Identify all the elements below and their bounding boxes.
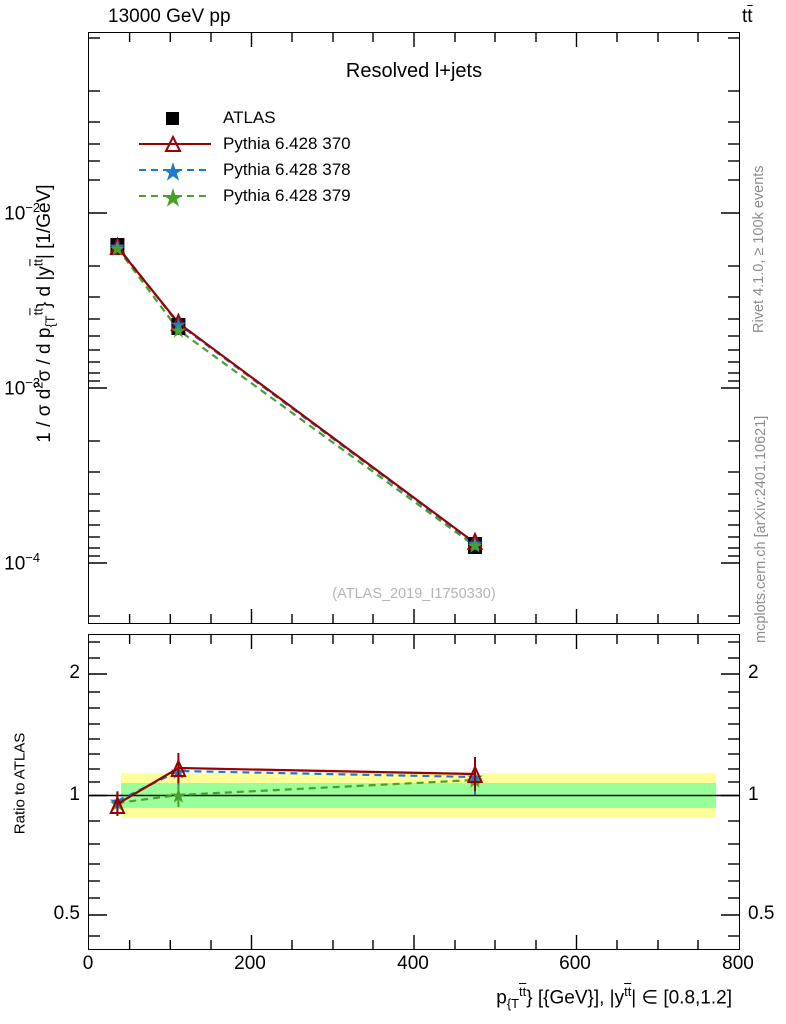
x-tick-label: 600 [559, 953, 591, 974]
x-tick-label: 800 [722, 953, 754, 974]
ratio-plot-canvas [89, 635, 739, 949]
y-tick-label: 10−2 [4, 200, 40, 225]
legend-label: Pythia 6.428 378 [223, 160, 351, 179]
legend-label: ATLAS [223, 108, 276, 127]
ratio-x-ticks [128, 635, 699, 949]
mcplots-source-caption: mcplots.cern.ch [arXiv:2401.10621] [753, 415, 769, 643]
process-label: tt [742, 6, 753, 27]
series-p370-markers [109, 236, 484, 550]
ratio-y-tick-label: 0.5 [53, 903, 80, 924]
legend-item: Pythia 6.428 379 [137, 183, 351, 209]
x-tick-label: 200 [234, 953, 266, 974]
ratio-plot-panel [88, 634, 740, 950]
series-p379-markers [109, 241, 483, 553]
legend-key-atlas [137, 107, 213, 129]
ratio-y-tick-label: 1 [69, 784, 80, 805]
ratio-y-tick-label-right: 1 [748, 784, 759, 805]
collision-energy-label: 13000 GeV pp [108, 6, 231, 27]
ratio-y-tick-label-right: 0.5 [748, 903, 775, 924]
ratio-series-p370 [109, 753, 484, 816]
main-plot-panel: ATLAS Pythia 6.428 370 Pythia 6.428 378 [88, 32, 740, 624]
ratio-y-ticks-left [89, 641, 107, 937]
legend-item: Pythia 6.428 378 [137, 157, 351, 183]
series-p378-curve [116, 245, 476, 545]
series-p379-curve [116, 247, 476, 547]
legend-key-p379 [137, 185, 213, 207]
legend-key-p378 [137, 159, 213, 181]
legend-label: Pythia 6.428 370 [223, 134, 351, 153]
main-plot-canvas [89, 33, 739, 623]
ratio-y-tick-label: 2 [69, 662, 80, 683]
x-axis-label: p{Ttt} [{GeV}], |ytt| ∈ [0.8,1.2] [496, 984, 732, 1012]
ratio-y-ticks-right [721, 641, 739, 937]
legend-item: Pythia 6.428 370 [137, 131, 351, 157]
legend-key-p370 [137, 133, 213, 155]
rivet-version-caption: Rivet 4.1.0, ≥ 100k events [751, 165, 767, 333]
y-axis-label: 1 / σ d2σ / d p{Ttt} d |ytt| [1/GeV] [30, 184, 58, 443]
legend-label: Pythia 6.428 379 [223, 186, 351, 205]
legend-item: ATLAS [137, 105, 351, 131]
ratio-y-axis-label: Ratio to ATLAS [11, 732, 29, 835]
legend: ATLAS Pythia 6.428 370 Pythia 6.428 378 [137, 105, 351, 209]
main-y-ticks-right [721, 37, 739, 617]
page-title: Resolved l+jets [345, 60, 483, 82]
series-p370-curve [116, 246, 476, 544]
main-y-ticks-left [89, 37, 107, 617]
series-p378-markers [109, 239, 483, 551]
x-tick-label: 0 [82, 953, 94, 974]
y-tick-label: 10−3 [4, 375, 40, 400]
y-tick-label: 10−4 [4, 550, 40, 575]
analysis-watermark: (ATLAS_2019_I1750330) [332, 586, 496, 602]
ratio-y-tick-label-right: 2 [748, 662, 759, 683]
x-tick-label: 400 [397, 953, 429, 974]
main-x-ticks [128, 33, 699, 623]
